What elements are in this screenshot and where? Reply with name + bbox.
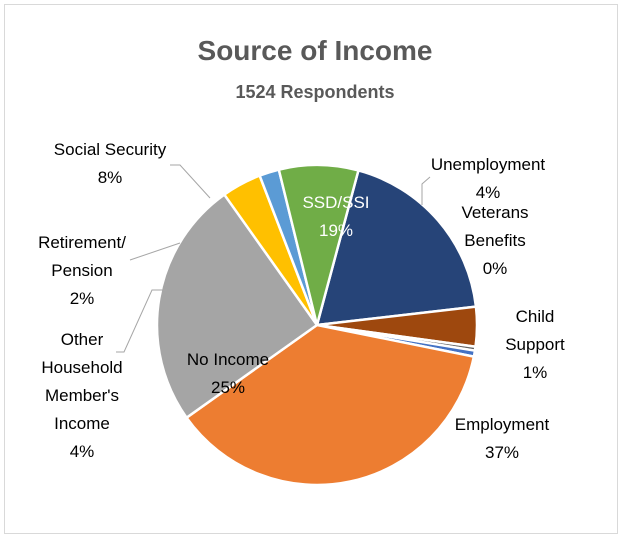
leader-line-other-household-member-s-income [116, 289, 167, 353]
pie-slices [155, 163, 479, 487]
data-label-retirement-pension: Retirement/Pension 2% [38, 233, 126, 308]
slice-labels: SSD/SSI 19% Unemployment 4%Veterans Benefits… [38, 140, 565, 462]
data-label-social-security: Social Security 8% [54, 140, 167, 187]
data-label-other-household-member-s-income: Other Household Member's Income 4% [41, 330, 122, 461]
data-label-veterans-benefits: Veterans Benefits 0% [461, 203, 528, 278]
data-label-ssd-ssi: SSD/SSI 19% [302, 193, 369, 240]
leader-line-unemployment [421, 176, 431, 205]
data-label-unemployment: Unemployment 4% [431, 155, 546, 202]
pie-slice-employment [184, 323, 476, 487]
chart-subtitle: 1524 Respondents [235, 82, 394, 102]
data-label-no-income: No Income 25% [187, 350, 269, 397]
chart-title: Source of Income [198, 35, 433, 66]
leader-line-social-security [170, 164, 211, 199]
leader-line-retirement-pension [129, 242, 181, 261]
pie-slice-no-income [155, 192, 319, 420]
data-label-employment: Employment 37% [455, 415, 550, 462]
data-label-child-support: Child Support 1% [505, 307, 565, 382]
leader-lines [116, 164, 431, 353]
pie-slice-ssd-ssi [315, 168, 478, 327]
pie-slice-social-security [277, 163, 360, 326]
